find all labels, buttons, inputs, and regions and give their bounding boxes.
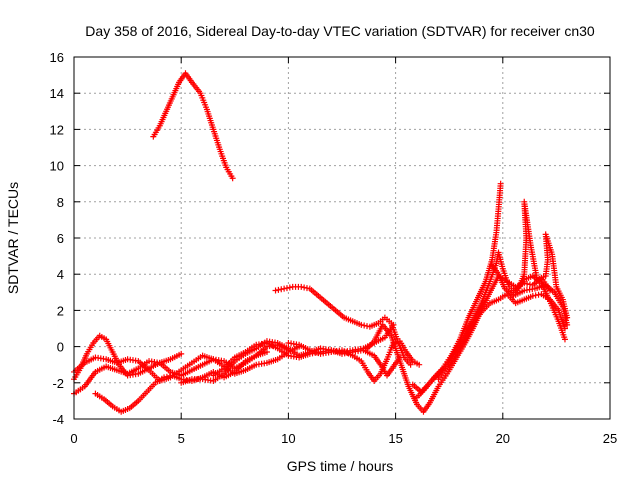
data-point <box>272 287 279 294</box>
data-point <box>301 284 308 291</box>
data-point <box>561 336 568 343</box>
x-tick-label: 15 <box>388 431 402 446</box>
y-tick-label: 14 <box>50 86 64 101</box>
y-tick-label: 12 <box>50 122 64 137</box>
y-tick-label: 2 <box>57 303 64 318</box>
data-point <box>416 361 423 368</box>
series-arc-mid-1 <box>272 283 414 368</box>
y-tick-label: -4 <box>52 412 64 427</box>
x-tick-label: 5 <box>178 431 185 446</box>
series-arc-g <box>285 338 423 384</box>
y-tick-label: 0 <box>57 340 64 355</box>
data-point <box>526 281 533 288</box>
data-point <box>298 283 305 290</box>
data-point <box>229 175 236 182</box>
y-tick-label: 10 <box>50 159 64 174</box>
data-point <box>364 323 371 330</box>
data-point <box>178 350 185 357</box>
data-points <box>71 70 571 415</box>
data-point <box>390 321 397 328</box>
data-point <box>497 180 504 187</box>
data-point <box>407 361 414 368</box>
data-point <box>281 285 288 292</box>
plot-frame <box>73 56 611 420</box>
x-tick-label: 0 <box>70 431 77 446</box>
data-point <box>532 292 539 299</box>
x-tick-label: 25 <box>603 431 617 446</box>
data-point <box>529 292 536 299</box>
series-arc-h <box>362 273 553 415</box>
data-point <box>275 286 282 293</box>
data-point <box>263 349 270 356</box>
data-point <box>561 325 568 332</box>
data-point <box>535 291 542 298</box>
data-point <box>283 285 290 292</box>
chart-title: Day 358 of 2016, Sidereal Day-to-day VTE… <box>85 23 595 39</box>
y-tick-label: 4 <box>57 267 64 282</box>
data-point <box>278 286 285 293</box>
series-arc-l <box>510 198 571 321</box>
y-axis-label: SDTVAR / TECUs <box>5 182 21 294</box>
y-tick-label: 16 <box>50 50 64 65</box>
grid <box>74 57 610 419</box>
data-point <box>524 280 531 287</box>
data-point <box>358 321 365 328</box>
x-tick-labels: 0 5 10 15 20 25 <box>70 431 617 446</box>
x-tick-label: 10 <box>281 431 295 446</box>
data-point <box>361 322 368 329</box>
y-tick-label: -2 <box>52 376 64 391</box>
x-tick-label: 20 <box>496 431 510 446</box>
series-arc-d <box>71 343 303 384</box>
y-tick-labels: -4 -2 0 2 4 6 8 10 12 14 16 <box>50 50 64 427</box>
series-arc-morning-peak <box>150 70 236 182</box>
y-tick-label: 6 <box>57 231 64 246</box>
series-arc-m <box>489 262 571 328</box>
x-axis-label: GPS time / hours <box>287 458 394 474</box>
data-point <box>303 285 310 292</box>
y-tick-label: 8 <box>57 195 64 210</box>
data-point <box>564 321 571 328</box>
series-arc-k <box>435 291 568 383</box>
data-point <box>286 284 293 291</box>
